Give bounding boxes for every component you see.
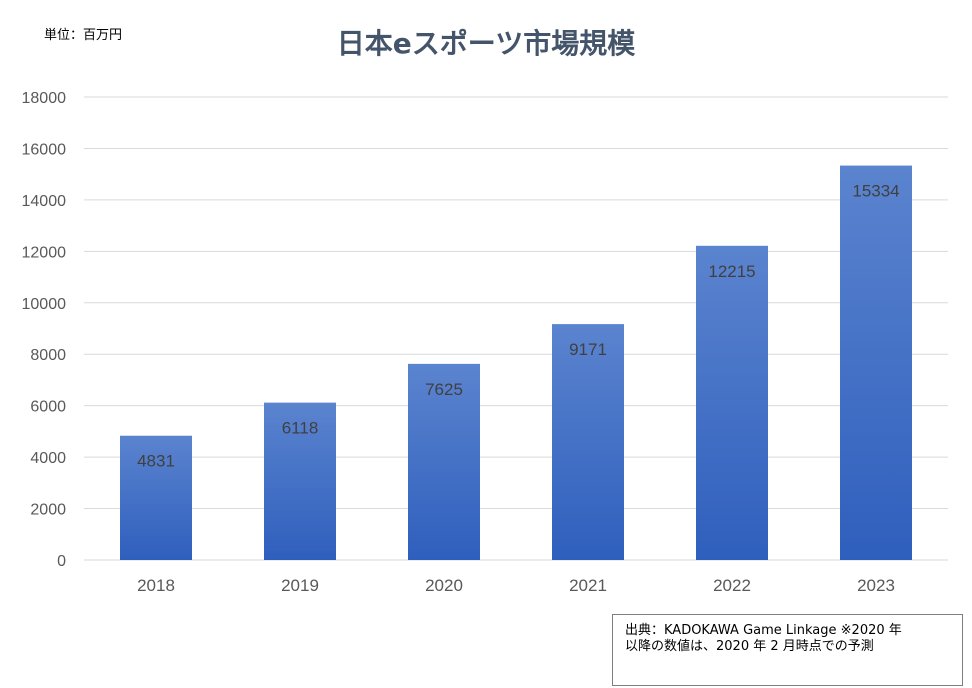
source-line-1: 出典：KADOKAWA Game Linkage ※2020 年 [625,623,902,638]
source-note: 出典：KADOKAWA Game Linkage ※2020 年 以降の数値は、… [612,614,963,686]
bar-2018 [120,435,192,560]
x-tick-label: 2020 [425,576,463,595]
x-tick-label: 2019 [281,576,319,595]
bar-2023 [840,165,912,560]
data-label: 7625 [425,380,463,399]
x-tick-label: 2018 [137,576,175,595]
x-tick-label: 2021 [569,576,607,595]
data-label: 9171 [569,340,607,359]
y-tick-label: 16000 [22,141,67,158]
data-label: 12215 [708,262,755,281]
y-tick-label: 4000 [30,450,66,467]
bar-2021 [552,324,624,560]
x-axis-ticks: 2018 2019 2020 2021 2022 2023 [137,576,895,595]
unit-label: 単位：百万円 [44,28,123,43]
y-tick-label: 10000 [22,296,67,313]
y-tick-label: 2000 [30,502,66,519]
y-axis-ticks: 0 2000 4000 6000 8000 10000 12000 14000 16000 180… [22,90,67,570]
bar-2022 [696,245,768,561]
x-tick-label: 2022 [713,576,751,595]
bar-2020 [408,363,480,560]
data-label: 6118 [282,419,319,438]
x-tick-label: 2023 [857,576,895,595]
bar-2019 [264,402,336,560]
bars [120,165,912,561]
data-label: 4831 [137,452,175,471]
gridlines [84,96,948,561]
data-label: 15334 [852,182,899,201]
source-line-2: 以降の数値は、2020 年 2 月時点での予測 [625,639,874,654]
y-tick-label: 0 [57,553,66,570]
y-tick-label: 18000 [22,90,67,107]
y-tick-label: 8000 [30,347,66,364]
y-tick-label: 14000 [22,193,67,210]
y-tick-label: 12000 [22,244,67,261]
data-labels: 4831 6118 7625 9171 12215 15334 [137,182,900,471]
chart-title: 日本eスポーツ市場規模 [336,27,636,60]
y-tick-label: 6000 [30,399,66,416]
